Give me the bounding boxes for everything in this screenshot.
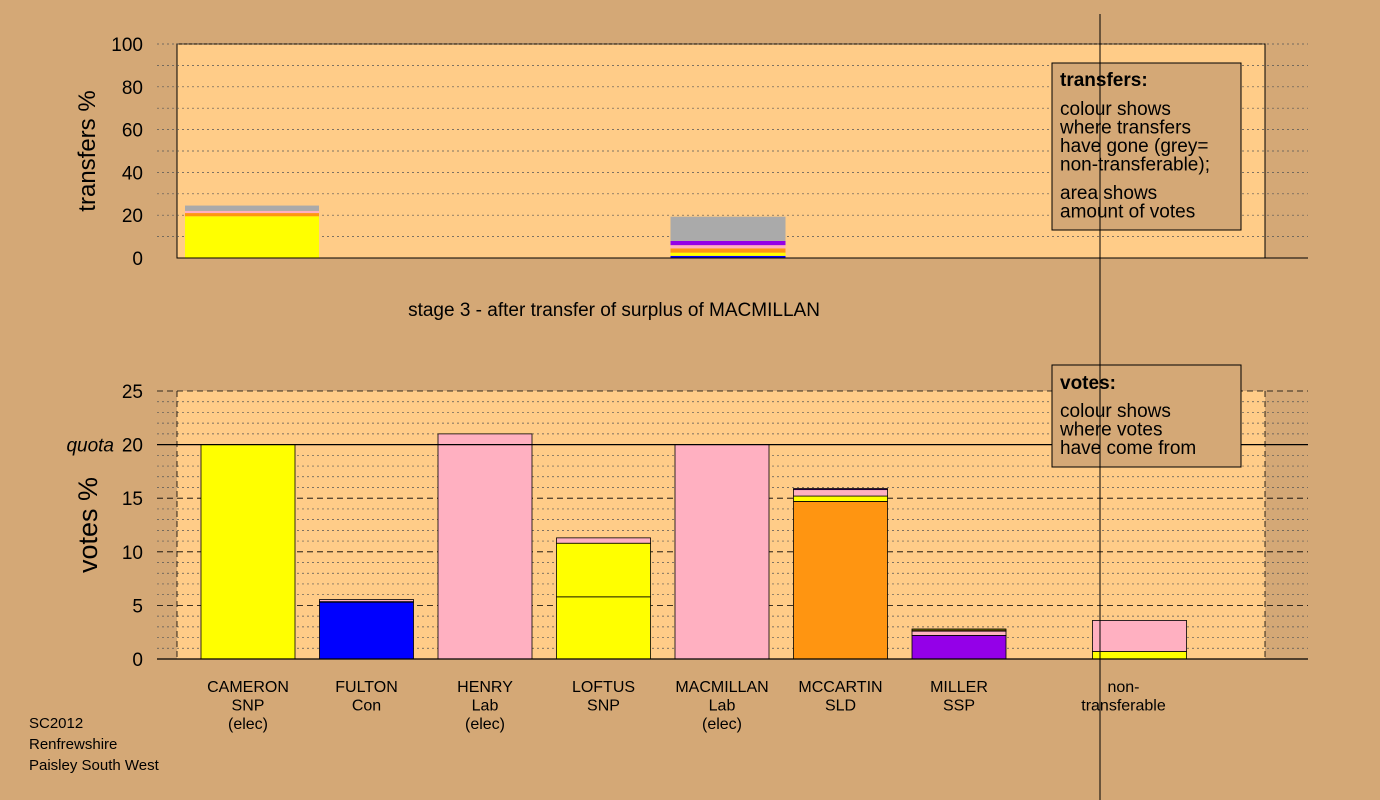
votes-legend-line: have come from	[1060, 438, 1196, 459]
votes-tick-label: 0	[132, 650, 143, 671]
stage-title: stage 3 - after transfer of surplus of M…	[408, 300, 820, 321]
transfers-tick-label: 80	[122, 78, 143, 99]
votes-bar-segment	[319, 601, 414, 660]
votes-bar-segment	[793, 495, 888, 502]
votes-bar-segment	[1092, 651, 1187, 660]
transfers-bar-segment	[670, 240, 786, 246]
transfers-legend-line: where transfers	[1059, 118, 1191, 139]
votes-bar-segment	[319, 599, 414, 603]
category-label: transferable	[1081, 698, 1166, 715]
transfers-tick-label: 40	[122, 163, 143, 184]
transfers-bar-segment	[670, 255, 786, 258]
category-label: MILLER	[930, 679, 988, 696]
transfers-legend-line: area shows	[1060, 183, 1157, 204]
transfers-legend-line: have gone (grey=	[1060, 136, 1208, 157]
votes-legend-box	[1051, 364, 1242, 468]
category-label: MACMILLAN	[675, 679, 768, 696]
caption: SC2012 Renfrewshire Paisley South West	[29, 713, 159, 776]
transfers-bar-segment	[185, 205, 319, 211]
category-label: (elec)	[465, 716, 505, 733]
votes-bar-segment	[793, 488, 888, 491]
transfers-bar-segment	[670, 252, 786, 256]
votes-legend-title: votes:	[1060, 373, 1116, 394]
transfers-bar-segment	[185, 210, 319, 214]
category-label: Con	[352, 698, 381, 715]
caption-council: Renfrewshire	[29, 736, 118, 753]
votes-bar-segment	[793, 489, 888, 497]
votes-bar-segment	[556, 537, 651, 544]
votes-axis-label: votes %	[73, 477, 103, 573]
transfers-tick-label: 100	[111, 35, 143, 56]
votes-bar-segment	[674, 444, 770, 660]
votes-tick-label: 20	[122, 436, 143, 457]
transfers-bar-segment	[185, 216, 319, 258]
category-label: Lab	[472, 698, 499, 715]
category-label: CAMERON	[207, 679, 289, 696]
transfers-legend-line: colour shows	[1060, 99, 1171, 120]
category-label: Lab	[709, 698, 736, 715]
votes-legend-line: where votes	[1059, 420, 1162, 441]
category-label: HENRY	[457, 679, 513, 696]
votes-tick-label: 5	[132, 596, 143, 617]
votes-bar-segment	[911, 630, 1007, 636]
votes-bar-segment	[556, 542, 651, 598]
votes-bar-segment	[1092, 620, 1187, 652]
votes-bar-segment	[793, 501, 888, 660]
category-label: FULTON	[335, 679, 398, 696]
quota-label: quota	[66, 436, 114, 457]
category-label: (elec)	[228, 716, 268, 733]
caption-ward: Paisley South West	[29, 757, 159, 774]
votes-bar-segment	[556, 596, 651, 660]
transfers-tick-label: 20	[122, 206, 143, 227]
caption-election: SC2012	[29, 715, 84, 732]
transfers-legend-box	[1051, 62, 1242, 231]
category-label: SLD	[825, 698, 856, 715]
transfers-legend-line: non-transferable);	[1060, 155, 1210, 176]
votes-tick-label: 15	[122, 489, 143, 510]
category-label: SNP	[587, 698, 620, 715]
transfers-legend-title: transfers:	[1060, 70, 1148, 91]
category-label: (elec)	[702, 716, 742, 733]
votes-legend-line: colour shows	[1060, 401, 1171, 422]
transfers-tick-label: 60	[122, 121, 143, 142]
votes-bar-segment	[911, 635, 1007, 660]
category-label: LOFTUS	[572, 679, 635, 696]
votes-bar-segment	[437, 433, 533, 660]
transfers-tick-label: 0	[132, 249, 143, 270]
transfers-axis-label: transfers %	[74, 90, 101, 211]
votes-tick-label: 25	[122, 382, 143, 403]
category-label: SSP	[943, 698, 975, 715]
category-label: non-	[1107, 679, 1139, 696]
votes-bar-segment	[200, 444, 296, 660]
votes-tick-label: 10	[122, 543, 143, 564]
transfers-bar-segment	[670, 245, 786, 249]
category-label: MCCARTIN	[798, 679, 882, 696]
transfers-bar-segment	[185, 213, 319, 217]
transfers-legend-line: amount of votes	[1060, 202, 1195, 223]
transfers-bar-segment	[670, 248, 786, 253]
transfers-bar-segment	[670, 216, 786, 241]
category-label: SNP	[232, 698, 265, 715]
votes-bar-segment	[911, 628, 1007, 631]
